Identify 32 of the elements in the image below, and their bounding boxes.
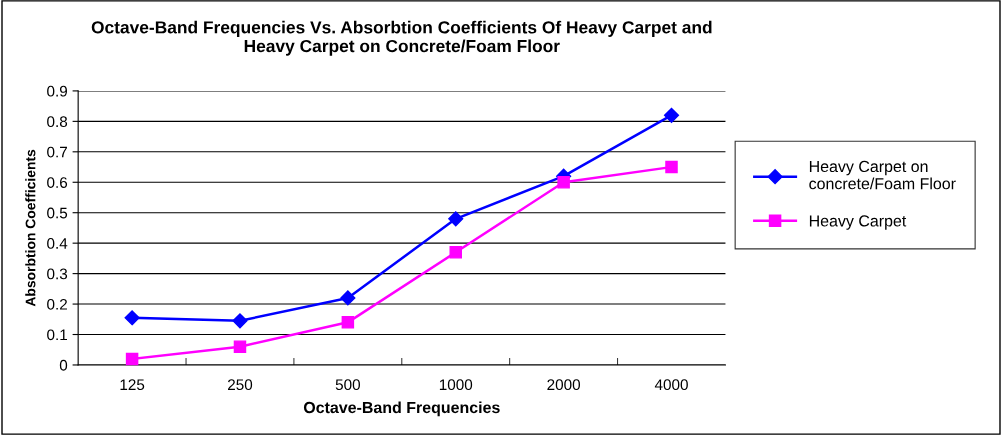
point (341, 316, 355, 329)
y-tick-label: 0.2 (47, 298, 67, 310)
y-tick-label: 0.4 (47, 238, 68, 249)
y-tick-label: 0.6 (47, 177, 68, 188)
chart-title: Octave-Band Frequencies Vs. Absorbtion Coefficients Of Heavy Carpet and Heavy Carpet on Concrete/Foam Floor (91, 20, 712, 56)
point (125, 352, 139, 366)
y-tick-label: 0.1 (47, 329, 67, 341)
point (124, 310, 140, 326)
x-tick-label: 500 (335, 379, 361, 391)
x-tick-label: 2000 (547, 379, 581, 391)
point (233, 340, 247, 353)
x-tick-label: 125 (120, 379, 145, 391)
point (448, 211, 464, 227)
point (665, 160, 678, 174)
legend-label: Heavy Carpet on concrete/Foam Floor (809, 160, 956, 190)
x-tick-label: 1000 (439, 379, 473, 391)
point (232, 313, 248, 329)
y-tick-label: 0.9 (47, 85, 68, 97)
y-tick-label: 0.5 (47, 207, 68, 219)
point (449, 246, 462, 259)
x-tick-label: 250 (228, 379, 253, 391)
x-tick-label: 4000 (654, 379, 688, 391)
y-tick-label: 0.3 (47, 268, 68, 280)
y-axis-title: Absorbtion Coefficients (25, 149, 36, 307)
point (340, 290, 356, 306)
x-axis-title: Octave-Band Frequencies (303, 401, 500, 417)
legend-label: Heavy Carpet (809, 215, 907, 230)
y-tick-label: 0.8 (47, 116, 68, 128)
point (663, 107, 680, 123)
point (557, 176, 570, 189)
y-tick-label: 0 (59, 359, 68, 371)
y-tick-label: 0.7 (47, 146, 67, 158)
